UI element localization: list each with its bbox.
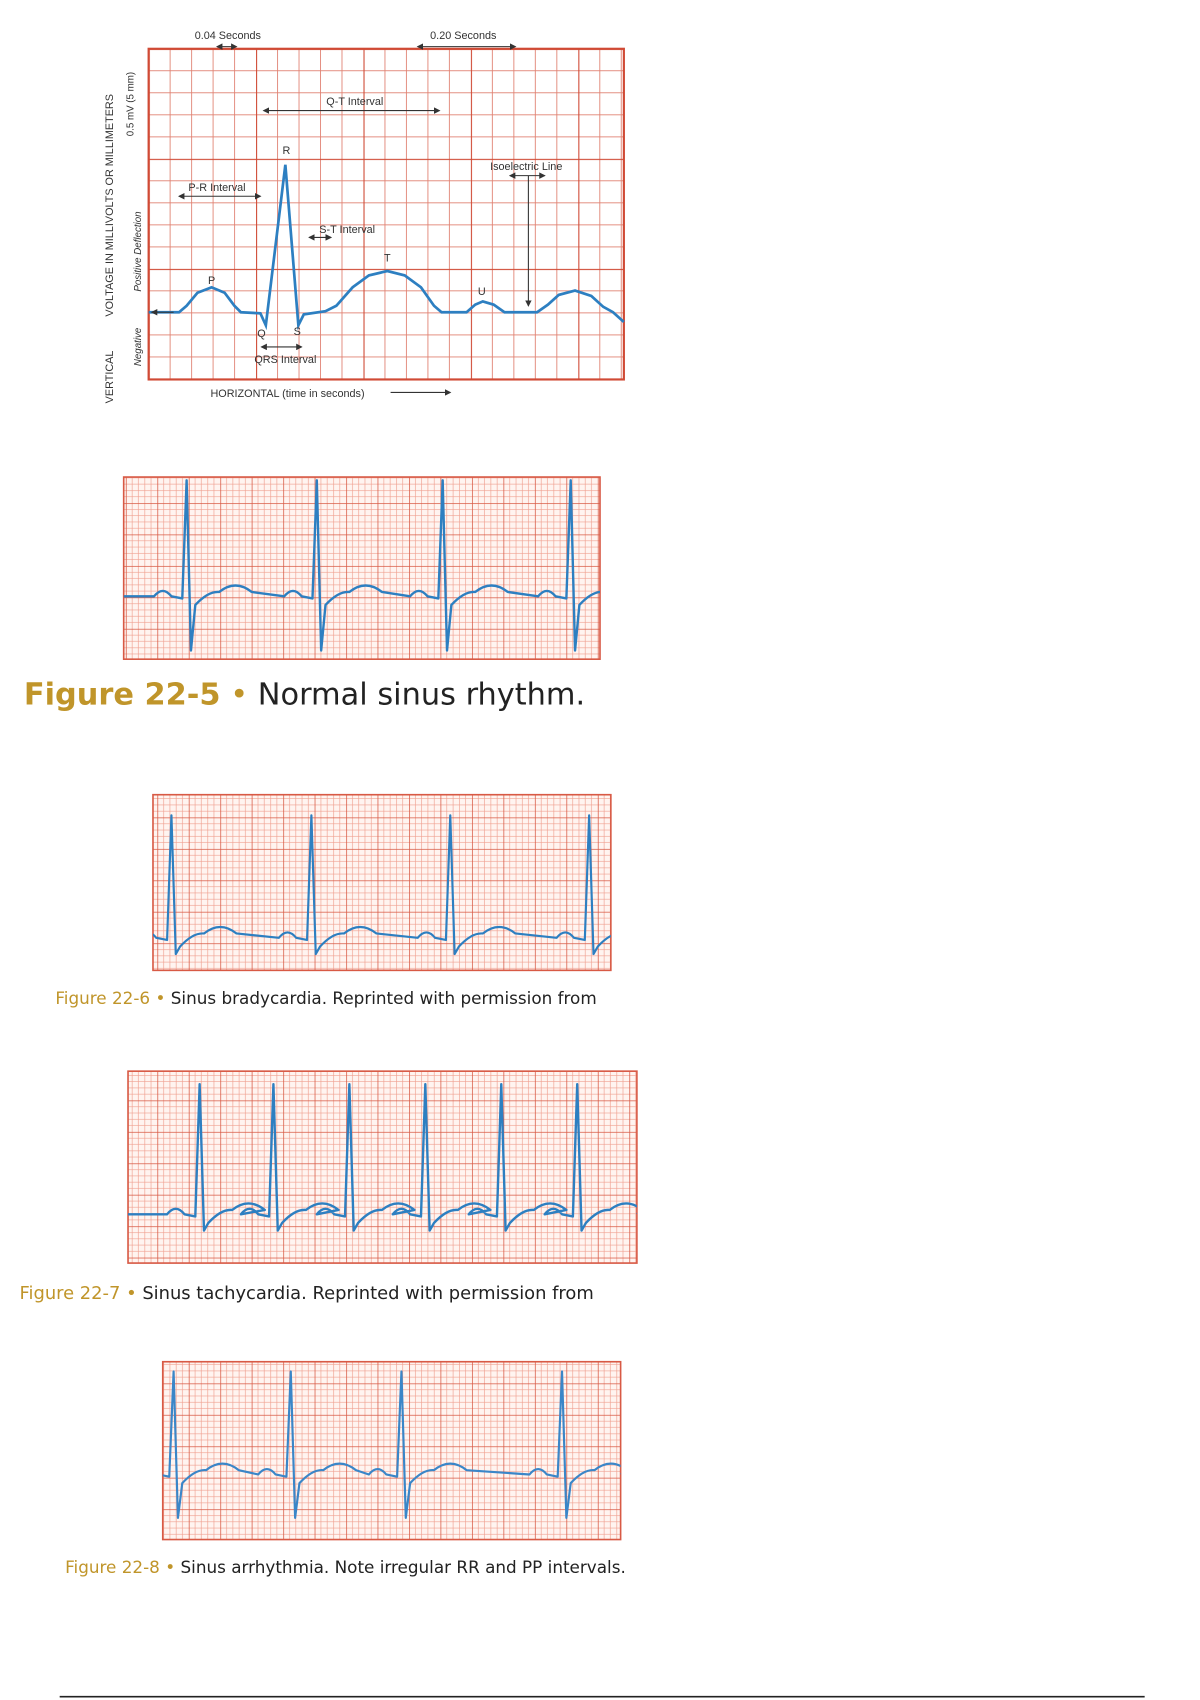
axis-label: HORIZONTAL (time in seconds) [210,388,364,400]
caption: Figure 22-7 • Sinus tachycardia. Reprint… [20,1283,594,1304]
label: Q-T Interval [326,96,383,108]
deflection-label: Negative [133,327,144,366]
bullet: • [230,678,248,713]
bullet: • [165,1557,175,1577]
caption-text: Sinus tachycardia. Reprinted with permis… [142,1283,593,1304]
ecg-trace [123,479,600,652]
figure-label: Figure 22-6 [55,988,150,1008]
deflection-label: Positive Deflection [133,211,144,291]
axis-label: VERTICAL [104,351,116,404]
caption-text: Normal sinus rhythm. [258,678,585,713]
ecg-trace [162,1370,621,1519]
figure-label: Figure 22-8 [65,1557,160,1577]
label: R [283,145,291,157]
label: QRS Interval [254,354,316,366]
axis-label: VOLTAGE IN MILLIVOLTS OR MILLIMETERS [104,94,116,317]
ecg-trace [128,1082,637,1232]
label: S [294,326,301,338]
figure-label: Figure 22-7 [20,1283,121,1304]
caption: Figure 22-6 • Sinus bradycardia. Reprint… [55,988,596,1008]
label: Q [257,328,265,340]
rhythm-strip-grid [161,1360,622,1541]
ecg-trace [152,814,611,956]
rhythm-strip-grid [122,476,601,660]
label: 0.04 Seconds [195,30,262,42]
bullet: • [126,1283,137,1304]
diagram-grid [147,47,625,381]
label: P [208,275,215,287]
label: S-T Interval [319,224,375,236]
caption: Figure 22-5 • Normal sinus rhythm. [24,678,585,713]
rhythm-strip-grid [152,793,612,972]
figure-label: Figure 22-5 [24,678,221,713]
ecg-diagram: 0.04 Seconds 0.20 Seconds Q-T Interval R… [104,30,625,404]
caption: Figure 22-8 • Sinus arrhythmia. Note irr… [65,1557,626,1577]
scale-label: 0.5 mV (5 mm) [125,72,136,136]
caption-text: Sinus bradycardia. Reprinted with permis… [171,988,597,1008]
bullet: • [155,988,165,1008]
ecg-wave [148,164,625,331]
label: T [384,252,391,264]
label: P-R Interval [188,182,245,194]
rhythm-strip-grid [127,1070,638,1264]
label: 0.20 Seconds [430,30,497,42]
label: U [478,286,486,298]
caption-text: Sinus arrhythmia. Note irregular RR and … [181,1557,626,1577]
label: Isoelectric Line [490,161,562,173]
